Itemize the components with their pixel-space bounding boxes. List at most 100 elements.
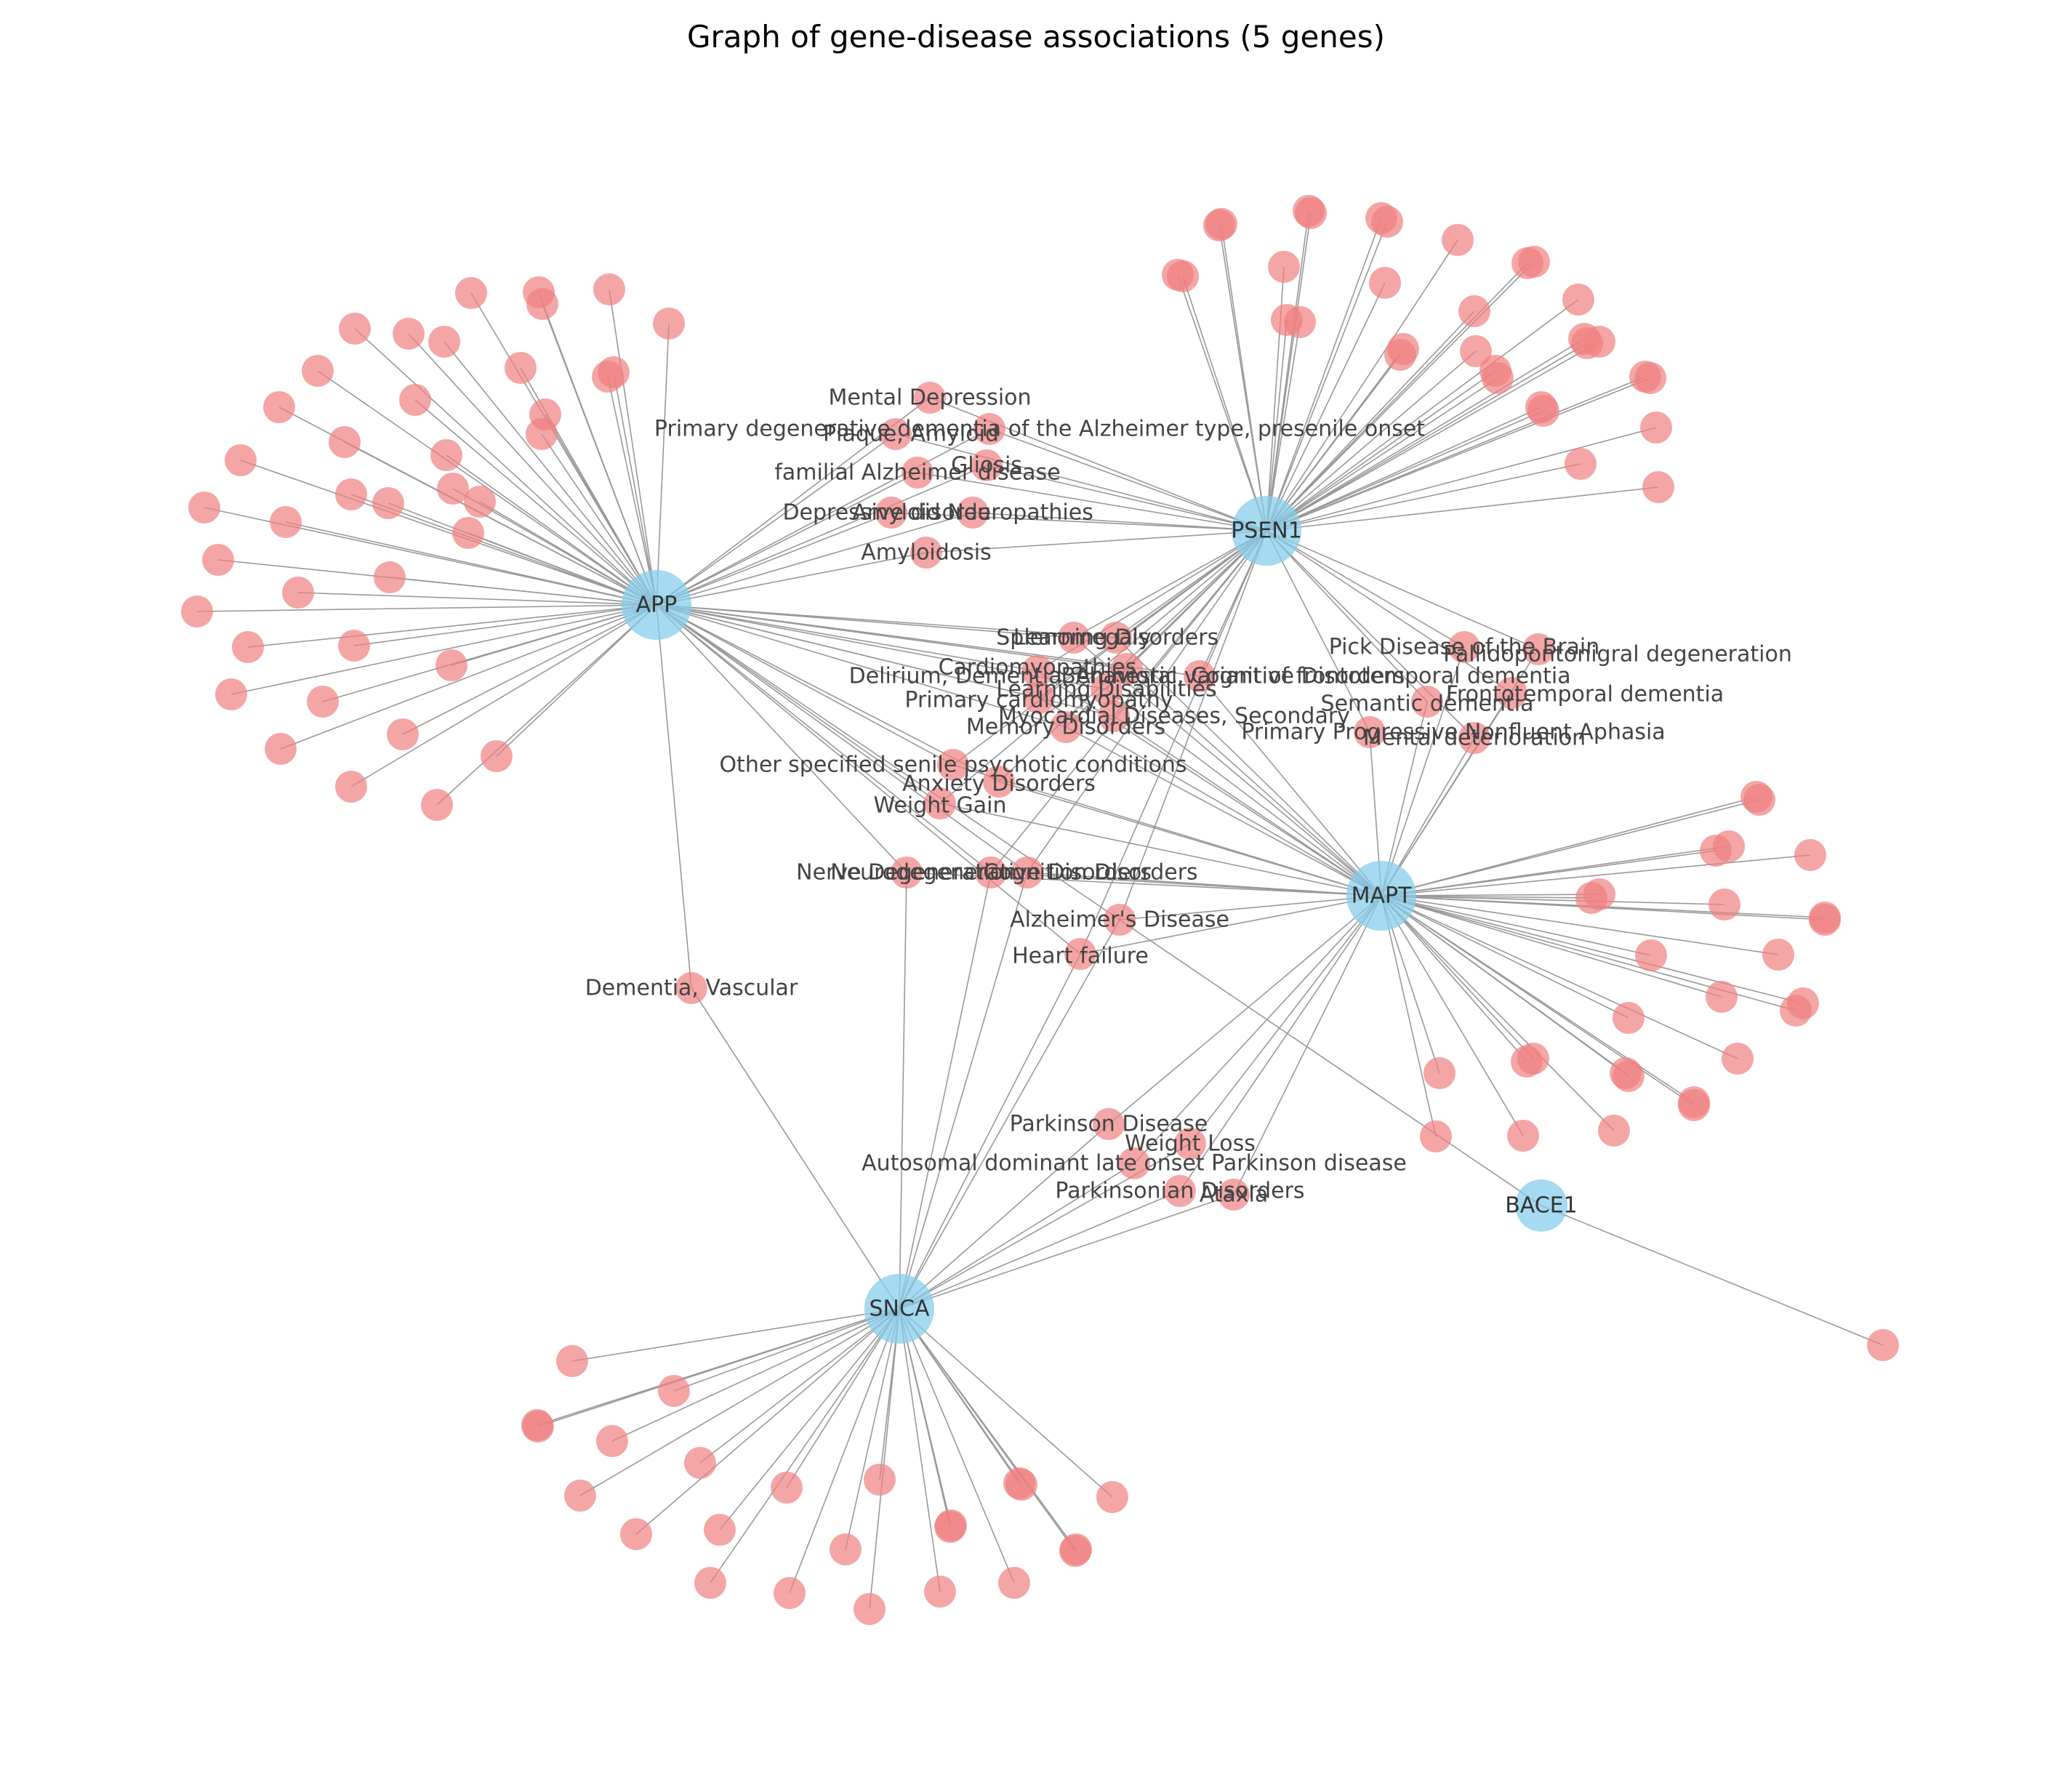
edge-psen1-peripheral	[1266, 377, 1651, 531]
edge-psen1-peripheral	[1266, 239, 1458, 531]
disease-node	[1118, 1147, 1150, 1179]
edge-app-disease	[656, 512, 892, 606]
disease-node	[1598, 1115, 1630, 1147]
disease-node	[1091, 673, 1123, 705]
disease-node	[215, 678, 247, 710]
disease-node	[1162, 259, 1194, 291]
disease-node	[338, 630, 370, 662]
disease-node	[437, 473, 469, 505]
edge-snca-peripheral	[571, 1308, 900, 1362]
disease-node	[1268, 251, 1300, 283]
edge-snca-peripheral	[786, 1308, 900, 1488]
edge-psen1-disease	[1080, 530, 1267, 955]
edge-app-peripheral	[545, 414, 657, 606]
disease-nodes-layer	[181, 195, 1899, 1625]
gene-nodes-layer	[622, 496, 1567, 1344]
edge-psen1-peripheral	[1177, 274, 1267, 531]
edge-app-disease	[656, 604, 954, 766]
disease-node	[1794, 839, 1826, 871]
disease-node	[1613, 1002, 1645, 1034]
disease-node	[1522, 633, 1554, 665]
disease-node	[1562, 284, 1594, 316]
disease-label: Dementia, Vascular	[585, 976, 798, 1001]
edge-mapt-disease	[1126, 668, 1382, 896]
edge-snca-peripheral	[899, 1308, 1113, 1498]
edge-mapt-peripheral	[1381, 895, 1738, 1059]
disease-label: Other specified senile psychotic conditi…	[719, 753, 1186, 778]
edge-app-disease	[656, 604, 1000, 782]
edge-mapt-disease	[1199, 675, 1382, 896]
disease-node	[430, 439, 462, 471]
disease-node	[1021, 655, 1053, 687]
edge-mapt-disease	[1233, 895, 1382, 1195]
disease-label: Cognition Disorders	[983, 860, 1197, 886]
edge-mapt-disease	[1037, 670, 1382, 896]
edge-psen1-disease	[989, 428, 1267, 531]
edge-app-peripheral	[538, 292, 657, 606]
edge-snca-peripheral	[899, 1308, 1015, 1584]
disease-label: Mental Depression	[828, 385, 1031, 411]
edge-psen1-peripheral	[1266, 321, 1301, 531]
disease-node	[1507, 1120, 1539, 1152]
disease-node	[1096, 1481, 1128, 1513]
disease-label: Splenomegaly	[996, 625, 1151, 651]
disease-node	[1365, 202, 1397, 234]
disease-node	[935, 1509, 967, 1541]
edge-mapt-peripheral	[1381, 895, 1722, 998]
edge-psen1-peripheral	[1266, 341, 1600, 531]
disease-node	[225, 444, 257, 476]
disease-node	[455, 277, 487, 309]
edge-app-peripheral	[353, 604, 657, 646]
disease-node	[593, 273, 625, 305]
gene-label-snca: SNCA	[870, 1296, 930, 1322]
disease-label: Amyloid Neuropathies	[852, 500, 1093, 526]
edge-psen1-disease	[1266, 530, 1465, 648]
edge-app-peripheral	[446, 454, 657, 606]
disease-node	[1700, 835, 1732, 867]
disease-node	[1448, 631, 1480, 663]
edge-app-peripheral	[414, 399, 657, 606]
disease-label: Autosomal dominant late onset Parkinson …	[862, 1151, 1407, 1176]
disease-node	[1787, 987, 1819, 1019]
disease-label: Parkinson Disease	[1010, 1112, 1208, 1137]
disease-node	[307, 686, 339, 718]
edge-app-peripheral	[613, 372, 657, 606]
edge-snca-disease	[899, 872, 992, 1309]
edge-psen1-disease	[1266, 530, 1512, 694]
edge-snca-peripheral	[537, 1308, 900, 1427]
edge-app-peripheral	[609, 289, 657, 606]
disease-node	[1369, 267, 1401, 299]
disease-node	[265, 733, 297, 765]
disease-label: Gliosis	[951, 453, 1022, 478]
disease-node	[694, 1567, 726, 1599]
disease-node	[556, 1345, 588, 1377]
disease-node	[1271, 304, 1303, 336]
edge-mapt-peripheral	[1381, 799, 1760, 896]
disease-node	[1050, 711, 1082, 743]
disease-node	[1613, 1060, 1645, 1092]
disease-node	[1634, 362, 1666, 394]
edge-snca-disease	[899, 1123, 1109, 1309]
edge-app-peripheral	[607, 376, 657, 606]
gene-node-snca	[864, 1274, 934, 1344]
edge-bace1-disease	[1119, 919, 1542, 1206]
gene-node-bace1	[1515, 1179, 1567, 1232]
edge-snca-disease	[899, 919, 1120, 1309]
disease-node	[771, 1472, 803, 1504]
disease-label: Pallidopontonigral degeneration	[1443, 642, 1792, 667]
edge-app-disease	[656, 512, 973, 606]
disease-node	[505, 352, 537, 384]
disease-node	[435, 649, 467, 681]
disease-node	[1093, 1108, 1125, 1140]
disease-node	[1583, 326, 1615, 358]
edge-psen1-peripheral	[1266, 282, 1386, 531]
edge-mapt-peripheral	[1381, 895, 1779, 955]
edge-psen1-disease	[990, 530, 1267, 873]
disease-node	[1011, 857, 1043, 888]
edge-mapt-disease	[1027, 872, 1382, 896]
edge-snca-peripheral	[710, 1308, 900, 1584]
edge-mapt-peripheral	[1381, 796, 1757, 896]
disease-node	[1640, 412, 1672, 444]
edge-psen1-peripheral	[1266, 261, 1535, 531]
disease-node	[1482, 362, 1514, 394]
